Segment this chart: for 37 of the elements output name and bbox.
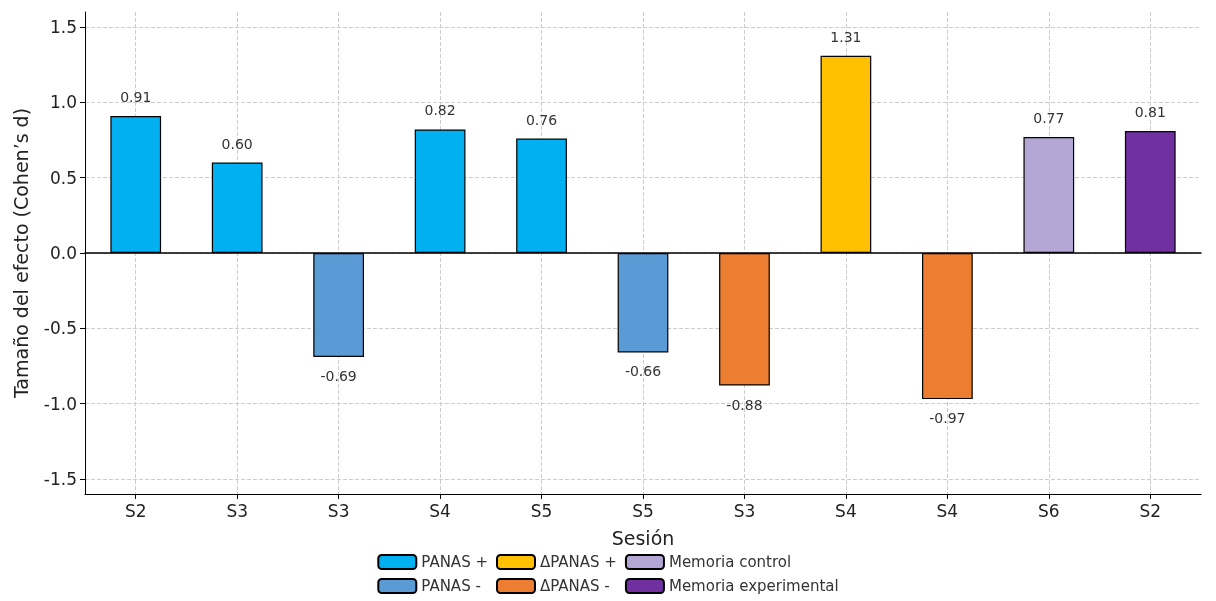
x-tick-label: S4 bbox=[835, 500, 857, 521]
data-label: 0.81 bbox=[1134, 103, 1166, 120]
legend-label: PANAS + bbox=[421, 553, 488, 571]
y-axis-title: Tamaño del efecto (Cohen’s d) bbox=[9, 107, 32, 400]
data-label: -0.88 bbox=[726, 396, 763, 413]
y-tick-label: -1.5 bbox=[43, 468, 77, 489]
legend-label: ΔPANAS + bbox=[539, 553, 617, 571]
x-tick-label: S3 bbox=[733, 500, 756, 521]
y-tick-label: 0.5 bbox=[49, 167, 77, 188]
data-label: -0.66 bbox=[624, 363, 662, 380]
data-label: 1.31 bbox=[830, 28, 862, 45]
legend-label: Memoria experimental bbox=[668, 577, 839, 595]
y-tick-label: -1.0 bbox=[43, 393, 77, 414]
x-axis-title: Sesión bbox=[611, 526, 675, 549]
data-label: 0.82 bbox=[424, 102, 456, 119]
y-tick-label: 1.0 bbox=[49, 92, 77, 113]
data-label: -0.69 bbox=[320, 367, 357, 384]
data-label: 0.91 bbox=[120, 88, 152, 105]
data-label: 0.60 bbox=[221, 135, 253, 152]
data-label: 0.76 bbox=[525, 111, 558, 128]
x-tick-label: S4 bbox=[936, 500, 959, 521]
x-tick-label: S3 bbox=[226, 500, 248, 521]
x-tick-label: S5 bbox=[530, 500, 553, 521]
y-tick-label: 0.0 bbox=[49, 243, 77, 263]
y-tick-label: -0.5 bbox=[43, 318, 77, 339]
data-label: 0.77 bbox=[1033, 110, 1065, 127]
x-tick-label: S6 bbox=[1038, 500, 1060, 521]
legend-label: Memoria control bbox=[668, 553, 792, 571]
x-tick-label: S2 bbox=[1139, 500, 1162, 521]
x-tick-label: S2 bbox=[124, 500, 147, 521]
x-tick-label: S3 bbox=[327, 500, 350, 521]
y-tick-label: 1.5 bbox=[49, 17, 77, 38]
x-tick-label: S5 bbox=[632, 500, 654, 521]
legend-label: PANAS - bbox=[421, 577, 481, 595]
x-tick-label: S4 bbox=[429, 500, 451, 521]
data-label: -0.97 bbox=[929, 410, 966, 427]
legend-label: ΔPANAS - bbox=[539, 577, 610, 595]
